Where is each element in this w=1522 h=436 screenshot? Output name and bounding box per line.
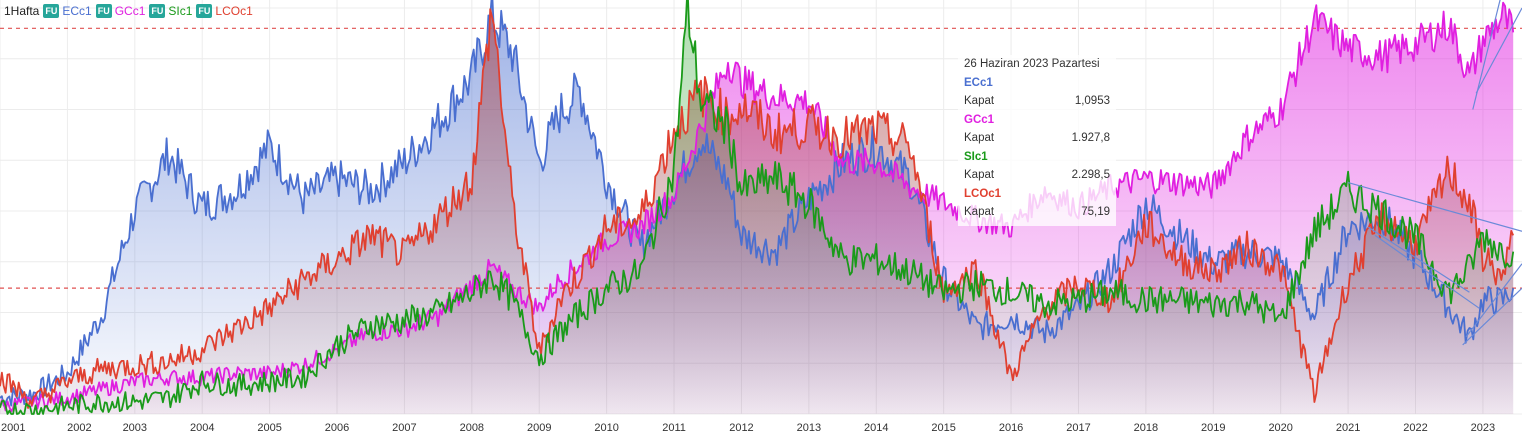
reference-lines: [0, 27, 1522, 289]
tooltip-value-gcc1: 1.927,8: [1071, 132, 1110, 144]
tooltip-value-lcoc1: 75,19: [1081, 206, 1110, 218]
tooltip-close-label: Kapat: [964, 169, 995, 181]
tooltip-value-sic1: 2.298,5: [1071, 169, 1110, 181]
x-tick-label: 2012: [729, 422, 753, 434]
futures-badge: FU: [95, 4, 112, 18]
x-tick-label: 2005: [257, 422, 281, 434]
tooltip-row-gcc1: Kapat 1.927,8: [958, 129, 1116, 148]
series-lines: [0, 0, 1515, 415]
legend-label-ecc1: ECc1: [62, 4, 92, 18]
tooltip-symbol-ecc1: ECc1: [964, 76, 993, 89]
tooltip-symbol-lcoc1: LCOc1: [964, 187, 1002, 200]
x-tick-label: 2013: [797, 422, 821, 434]
line-gcc1: [0, 1, 1515, 413]
legend-label-lcoc1: LCOc1: [215, 4, 253, 18]
x-tick-label: 2002: [67, 422, 91, 434]
legend-label-gcc1: GCc1: [114, 4, 146, 18]
x-tick-label: 2020: [1268, 422, 1292, 434]
x-tick-label: 2004: [190, 422, 214, 434]
x-tick-label: 2010: [594, 422, 618, 434]
x-tick-label: 2016: [999, 422, 1023, 434]
futures-badge: FU: [149, 4, 166, 18]
x-tick-label: 2014: [864, 422, 888, 434]
trend-line: [1374, 234, 1480, 309]
trend-line: [1465, 263, 1522, 338]
legend-label-sic1: SIc1: [168, 4, 193, 18]
x-tick-label: 2022: [1403, 422, 1427, 434]
futures-badge: FU: [43, 4, 60, 18]
trend-line: [1347, 182, 1522, 232]
legend-item-ecc1[interactable]: FU ECc1: [43, 4, 92, 18]
x-axis-ticks: 2001 2002 2003 2004 2005 2006 2007 2008 2009 2010…: [1, 422, 1495, 434]
crosshair-tooltip: 26 Haziran 2023 Pazartesi ECc1 Kapat 1,0…: [958, 55, 1116, 226]
x-tick-label: 2007: [392, 422, 416, 434]
tooltip-row-lcoc1: Kapat 75,19: [958, 203, 1116, 222]
x-tick-label: 2009: [527, 422, 551, 434]
trend-line: [1462, 287, 1522, 346]
x-tick-label: 2021: [1336, 422, 1360, 434]
line-ecc1: [0, 0, 1515, 407]
x-tick-label: 2015: [931, 422, 955, 434]
x-tick-label: 2003: [123, 422, 147, 434]
legend-item-lcoc1[interactable]: FU LCOc1: [196, 4, 253, 18]
trend-line: [1475, 7, 1522, 94]
x-tick-label: 2017: [1066, 422, 1090, 434]
tooltip-symbol-gcc1: GCc1: [964, 113, 995, 126]
legend-item-sic1[interactable]: FU SIc1: [149, 4, 192, 18]
x-tick-label: 2018: [1134, 422, 1158, 434]
legend-item-gcc1[interactable]: FU GCc1: [95, 4, 146, 18]
series-areas: [0, 0, 1514, 414]
trend-lines: [1347, 0, 1522, 346]
tooltip-close-label: Kapat: [964, 95, 995, 107]
x-tick-label: 2011: [662, 422, 686, 434]
x-tick-label: 2019: [1201, 422, 1225, 434]
tooltip-row-ecc1: Kapat 1,0953: [958, 92, 1116, 111]
tooltip-value-ecc1: 1,0953: [1074, 95, 1110, 107]
x-tick-label: 2006: [325, 422, 349, 434]
tooltip-date: 26 Haziran 2023 Pazartesi: [964, 58, 1100, 70]
tooltip-row-sic1: Kapat 2.298,5: [958, 166, 1116, 185]
tooltip-symbol-sic1: SIc1: [964, 150, 988, 163]
line-sic1: [0, 0, 1515, 415]
futures-badge: FU: [196, 4, 213, 18]
x-tick-label: 2001: [1, 422, 25, 434]
line-lcoc1: [0, 8, 1515, 409]
trend-line: [1367, 226, 1470, 293]
x-tick-label: 2023: [1471, 422, 1495, 434]
area-sic1: [0, 0, 1514, 414]
x-tick-label: 2008: [460, 422, 484, 434]
tooltip-close-label: Kapat: [964, 132, 995, 144]
tooltip-close-label: Kapat: [964, 206, 995, 218]
legend: 1Hafta FU ECc1 FU GCc1 FU SIc1 FU LCOc1: [4, 4, 253, 18]
interval-label[interactable]: 1Hafta: [4, 4, 40, 18]
